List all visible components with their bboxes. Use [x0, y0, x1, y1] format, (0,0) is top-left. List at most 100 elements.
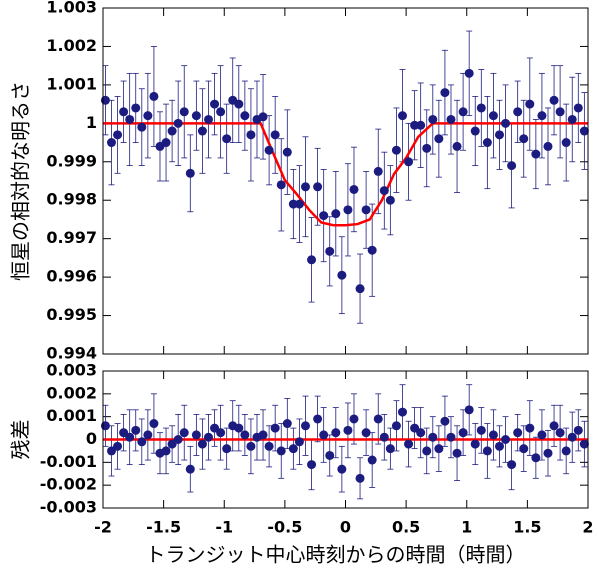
plot-frame — [102, 7, 589, 355]
x-tick-label: 0 — [340, 518, 351, 537]
y-tick-label: 1.003 — [46, 0, 97, 17]
data-point — [422, 143, 432, 153]
x-tick-label: 1.5 — [513, 518, 541, 537]
data-point — [125, 432, 135, 442]
y-tick-label: 0.999 — [46, 151, 97, 170]
data-point — [513, 428, 523, 438]
data-point — [337, 270, 347, 280]
data-point — [240, 430, 250, 440]
data-point — [191, 111, 201, 121]
x-tick-label: -1.5 — [146, 518, 181, 537]
data-point — [125, 114, 135, 124]
data-point — [379, 186, 389, 196]
data-point — [222, 134, 232, 144]
data-point — [270, 423, 280, 433]
data-point — [173, 118, 183, 128]
data-point — [222, 444, 232, 454]
data-point — [143, 430, 153, 440]
data-point — [349, 184, 359, 194]
data-point — [282, 147, 292, 157]
data-point — [197, 126, 207, 136]
data-point — [488, 111, 498, 121]
data-point — [470, 126, 480, 136]
data-point — [458, 428, 468, 438]
data-point — [373, 414, 383, 424]
data-point — [507, 460, 517, 470]
data-point — [391, 145, 401, 155]
data-point — [476, 425, 486, 435]
data-point — [494, 441, 504, 451]
data-point — [416, 120, 426, 130]
data-point — [179, 107, 189, 117]
data-point — [561, 138, 571, 148]
y-tick-label: -0.001 — [40, 452, 97, 471]
data-point — [549, 95, 559, 105]
data-point — [294, 437, 304, 447]
data-point — [149, 91, 159, 101]
data-point — [361, 205, 371, 215]
data-point — [100, 95, 110, 105]
data-point — [185, 464, 195, 474]
data-point — [434, 134, 444, 144]
data-point — [567, 432, 577, 442]
y-tick-label: 0.002 — [46, 383, 97, 402]
data-point — [106, 138, 116, 148]
data-point — [537, 430, 547, 440]
data-point — [549, 421, 559, 431]
y-tick-label: 0.997 — [46, 228, 97, 247]
data-point — [464, 68, 474, 78]
data-point — [397, 407, 407, 417]
data-point — [276, 180, 286, 190]
y-tick-label: 1.001 — [46, 74, 97, 93]
data-point — [203, 432, 213, 442]
data-point — [428, 432, 438, 442]
data-point — [203, 114, 213, 124]
data-point — [555, 428, 565, 438]
data-point — [458, 107, 468, 117]
data-point — [367, 245, 377, 255]
data-point — [234, 423, 244, 433]
plot-frame — [102, 370, 589, 509]
data-point — [137, 122, 147, 132]
data-point — [446, 432, 456, 442]
data-point — [167, 126, 177, 136]
data-point — [131, 103, 141, 113]
data-point — [161, 446, 171, 456]
y-tick-label: 0 — [86, 429, 97, 448]
data-point — [300, 182, 310, 192]
data-point — [331, 428, 341, 438]
data-point — [452, 141, 462, 151]
y-tick-label: 0.001 — [46, 406, 97, 425]
data-point — [573, 103, 583, 113]
data-point — [149, 419, 159, 429]
data-point — [173, 435, 183, 444]
data-point — [482, 138, 492, 148]
data-point — [288, 444, 298, 454]
data-point — [379, 432, 389, 442]
data-point — [579, 126, 589, 136]
data-point — [191, 430, 201, 440]
data-point — [331, 209, 341, 219]
data-point — [216, 428, 226, 438]
data-point — [531, 149, 541, 159]
data-point — [258, 112, 268, 122]
data-point — [179, 428, 189, 438]
data-point — [319, 211, 329, 221]
data-point — [464, 405, 474, 415]
data-point — [349, 414, 359, 424]
data-point — [397, 111, 407, 121]
data-point — [325, 450, 335, 460]
y-tick-label: 0.996 — [46, 267, 97, 286]
data-point — [422, 446, 432, 456]
data-point — [264, 441, 274, 451]
x-tick-label: 1 — [461, 518, 472, 537]
y-axis-label: 残差 — [9, 420, 33, 460]
data-point — [573, 425, 583, 435]
data-point — [137, 437, 147, 447]
data-point — [494, 130, 504, 140]
data-point — [385, 444, 395, 454]
data-point — [355, 473, 365, 483]
data-point — [264, 145, 274, 155]
data-point — [300, 421, 310, 431]
data-point — [119, 107, 129, 117]
